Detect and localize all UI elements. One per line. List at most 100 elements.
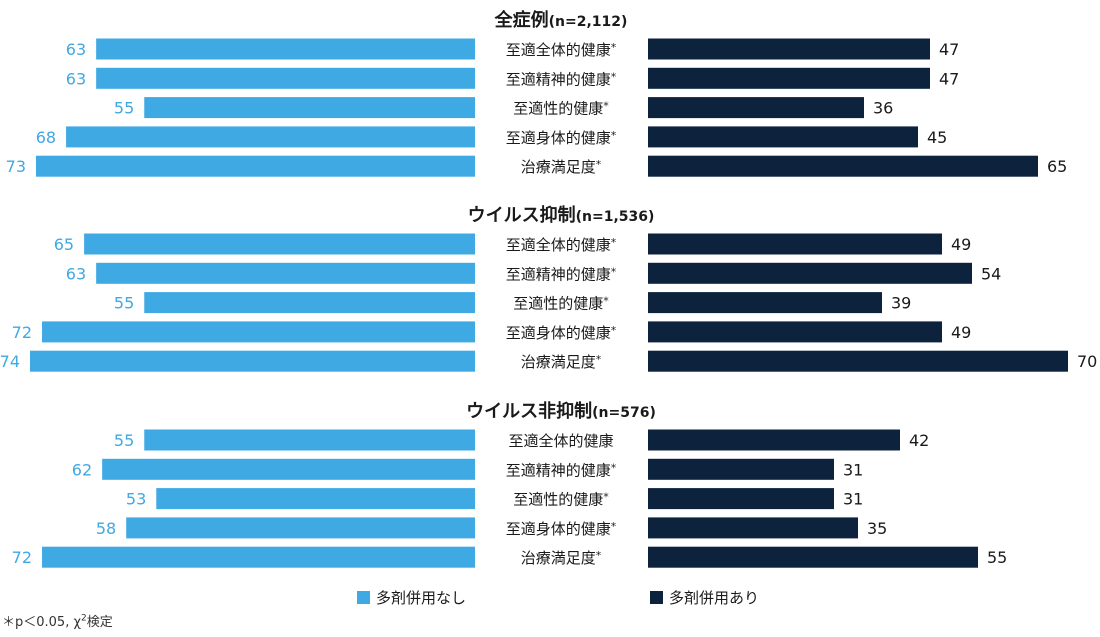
bar-right: [648, 458, 834, 480]
value-label-right: 55: [987, 548, 1007, 567]
category-label: 至適全体的健康*: [506, 41, 617, 59]
category-label: 治療満足度*: [521, 353, 602, 371]
bar-left: [96, 67, 475, 89]
category-label-text: 至適性的健康: [513, 295, 603, 313]
value-label-right: 35: [867, 519, 887, 538]
value-label-left: 63: [66, 264, 86, 283]
legend-item-left: 多剤併用なし: [357, 585, 466, 609]
value-label-left: 72: [12, 323, 32, 342]
value-label-right: 65: [1047, 157, 1067, 176]
group-title: 全症例(n=2,112): [494, 9, 628, 31]
value-label-right: 49: [951, 235, 971, 254]
value-label-left: 73: [6, 157, 26, 176]
significance-mark: *: [611, 70, 617, 83]
legend: 多剤併用なし 多剤併用あり: [0, 585, 1100, 609]
bar-right: [648, 67, 930, 89]
category-label-text: 至適身体的健康: [506, 129, 611, 147]
bar-right: [648, 546, 978, 568]
category-label: 至適全体的健康: [508, 432, 613, 450]
category-label-text: 至適身体的健康: [506, 520, 611, 538]
value-label-right: 31: [843, 490, 863, 509]
bar-right: [648, 292, 882, 314]
bar-right: [648, 233, 942, 255]
bar-right: [648, 262, 972, 284]
category-label: 至適身体的健康*: [506, 129, 617, 147]
legend-item-right: 多剤併用あり: [650, 585, 759, 609]
category-label-text: 至適全体的健康: [508, 432, 613, 450]
significance-mark: *: [611, 129, 617, 142]
bar-left: [30, 350, 475, 372]
group-title-text: ウイルス非抑制: [466, 400, 592, 422]
category-label-text: 治療満足度: [521, 158, 596, 176]
bar-left: [96, 38, 475, 60]
group-title-text: ウイルス抑制: [468, 205, 576, 226]
bar-left: [84, 233, 476, 255]
footnote-superscript: 2: [80, 613, 87, 624]
category-label-text: 至適精神的健康: [506, 461, 611, 479]
significance-mark: *: [603, 100, 609, 113]
significance-mark: *: [603, 295, 609, 308]
value-label-left: 55: [114, 99, 134, 118]
bar-left: [156, 488, 475, 510]
value-label-right: 42: [909, 431, 929, 450]
bar-right: [648, 97, 864, 119]
value-label-right: 36: [873, 99, 893, 118]
bar-left: [144, 292, 475, 314]
value-label-left: 58: [96, 519, 116, 538]
bar-left: [96, 262, 475, 284]
significance-mark: *: [603, 491, 609, 504]
category-label-text: 至適身体的健康: [506, 324, 611, 342]
significance-mark: *: [611, 265, 617, 278]
category-label-text: 至適性的健康: [513, 491, 603, 509]
value-label-right: 54: [981, 264, 1001, 283]
value-label-left: 74: [0, 352, 20, 371]
value-label-right: 31: [843, 460, 863, 479]
value-label-left: 62: [72, 460, 92, 479]
category-label-text: 至適精神的健康: [506, 265, 611, 283]
significance-mark: *: [611, 41, 617, 54]
significance-mark: *: [596, 158, 602, 171]
bar-left: [144, 97, 475, 119]
bar-left: [126, 517, 475, 539]
significance-mark: *: [611, 236, 617, 249]
bar-left: [36, 155, 475, 177]
category-label: 治療満足度*: [521, 158, 602, 176]
footnote: ＊p＜0.05, χ2検定: [2, 611, 113, 630]
bar-right: [648, 517, 858, 539]
value-label-left: 63: [66, 69, 86, 88]
category-label-text: 至適全体的健康: [506, 236, 611, 254]
group-n-text: (n=1,536): [576, 209, 655, 225]
category-label-text: 至適精神的健康: [506, 70, 611, 88]
value-label-right: 45: [927, 128, 947, 147]
value-label-right: 70: [1077, 352, 1097, 371]
legend-swatch-left: [357, 590, 370, 604]
value-label-right: 47: [939, 40, 959, 59]
category-label: 至適身体的健康*: [506, 324, 617, 342]
bar-left: [42, 321, 475, 343]
significance-mark: *: [596, 549, 602, 562]
value-label-left: 68: [36, 128, 56, 147]
bar-left: [66, 126, 475, 148]
bar-right: [648, 429, 900, 451]
group-n-text: (n=576): [592, 405, 656, 421]
value-label-right: 49: [951, 323, 971, 342]
value-label-left: 55: [114, 294, 134, 313]
value-label-left: 55: [114, 431, 134, 450]
bar-left: [102, 458, 475, 480]
bar-right: [648, 488, 834, 510]
value-label-left: 65: [54, 235, 74, 254]
category-label: 至適精神的健康*: [506, 70, 617, 88]
category-label: 至適性的健康*: [513, 100, 609, 118]
category-label: 至適全体的健康*: [506, 236, 617, 254]
category-label: 至適身体的健康*: [506, 520, 617, 538]
bar-right: [648, 321, 942, 343]
significance-mark: *: [611, 324, 617, 337]
bar-left: [42, 546, 475, 568]
category-label-text: 至適性的健康: [513, 100, 603, 118]
bar-right: [648, 350, 1068, 372]
legend-swatch-right: [650, 590, 663, 604]
value-label-right: 47: [939, 69, 959, 88]
bar-left: [144, 429, 475, 451]
significance-mark: *: [596, 353, 602, 366]
